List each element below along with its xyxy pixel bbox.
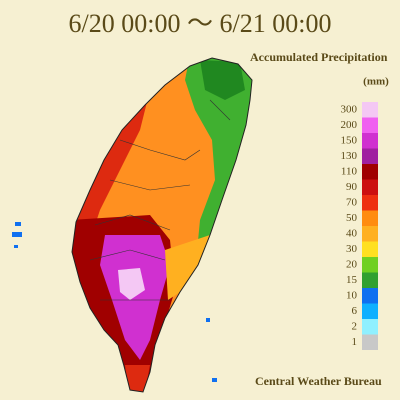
legend: 300 200 150 130 110 90 70 50 40 30 20 15 10 6 2 1: [341, 102, 378, 350]
coastline: [71, 57, 253, 393]
legend-swatch: [362, 272, 378, 288]
legend-swatch: [362, 319, 378, 335]
subtitle: Accumulated Precipitation: [250, 50, 388, 64]
legend-swatch: [362, 133, 378, 149]
legend-swatch: [362, 241, 378, 257]
legend-label: 50: [346, 212, 358, 224]
legend-label: 20: [346, 258, 358, 270]
legend-label: 150: [341, 134, 358, 146]
legend-swatch: [362, 179, 378, 195]
legend-label: 70: [346, 196, 358, 208]
county-borders: [89, 99, 231, 301]
legend-label: 110: [341, 165, 358, 177]
legend-label: 90: [346, 181, 358, 193]
legend-label: 130: [341, 150, 358, 162]
legend-swatch: [362, 164, 378, 180]
source: Central Weather Bureau: [255, 374, 382, 388]
legend-swatch: [362, 102, 378, 118]
legend-label: 10: [346, 289, 358, 301]
legend-swatch: [362, 210, 378, 226]
legend-swatch: [362, 148, 378, 164]
legend-swatch: [362, 226, 378, 242]
islands: [12, 222, 217, 382]
legend-label: 300: [341, 103, 358, 115]
title: 6/20 00:00 ～ 6/21 00:00: [69, 9, 332, 38]
legend-swatch: [362, 195, 378, 211]
taiwan-rainfall: [72, 58, 252, 392]
unit: (mm): [363, 76, 389, 88]
legend-label: 200: [341, 119, 358, 131]
legend-label: 40: [346, 227, 358, 239]
legend-swatch: [362, 117, 378, 133]
legend-label: 15: [346, 274, 358, 286]
legend-label: 2: [352, 320, 358, 332]
legend-swatch: [362, 257, 378, 273]
legend-label: 30: [346, 243, 358, 255]
legend-label: 6: [352, 305, 358, 317]
legend-swatch: [362, 334, 378, 350]
legend-swatch: [362, 303, 378, 319]
legend-swatch: [362, 288, 378, 304]
legend-label: 1: [352, 336, 358, 348]
